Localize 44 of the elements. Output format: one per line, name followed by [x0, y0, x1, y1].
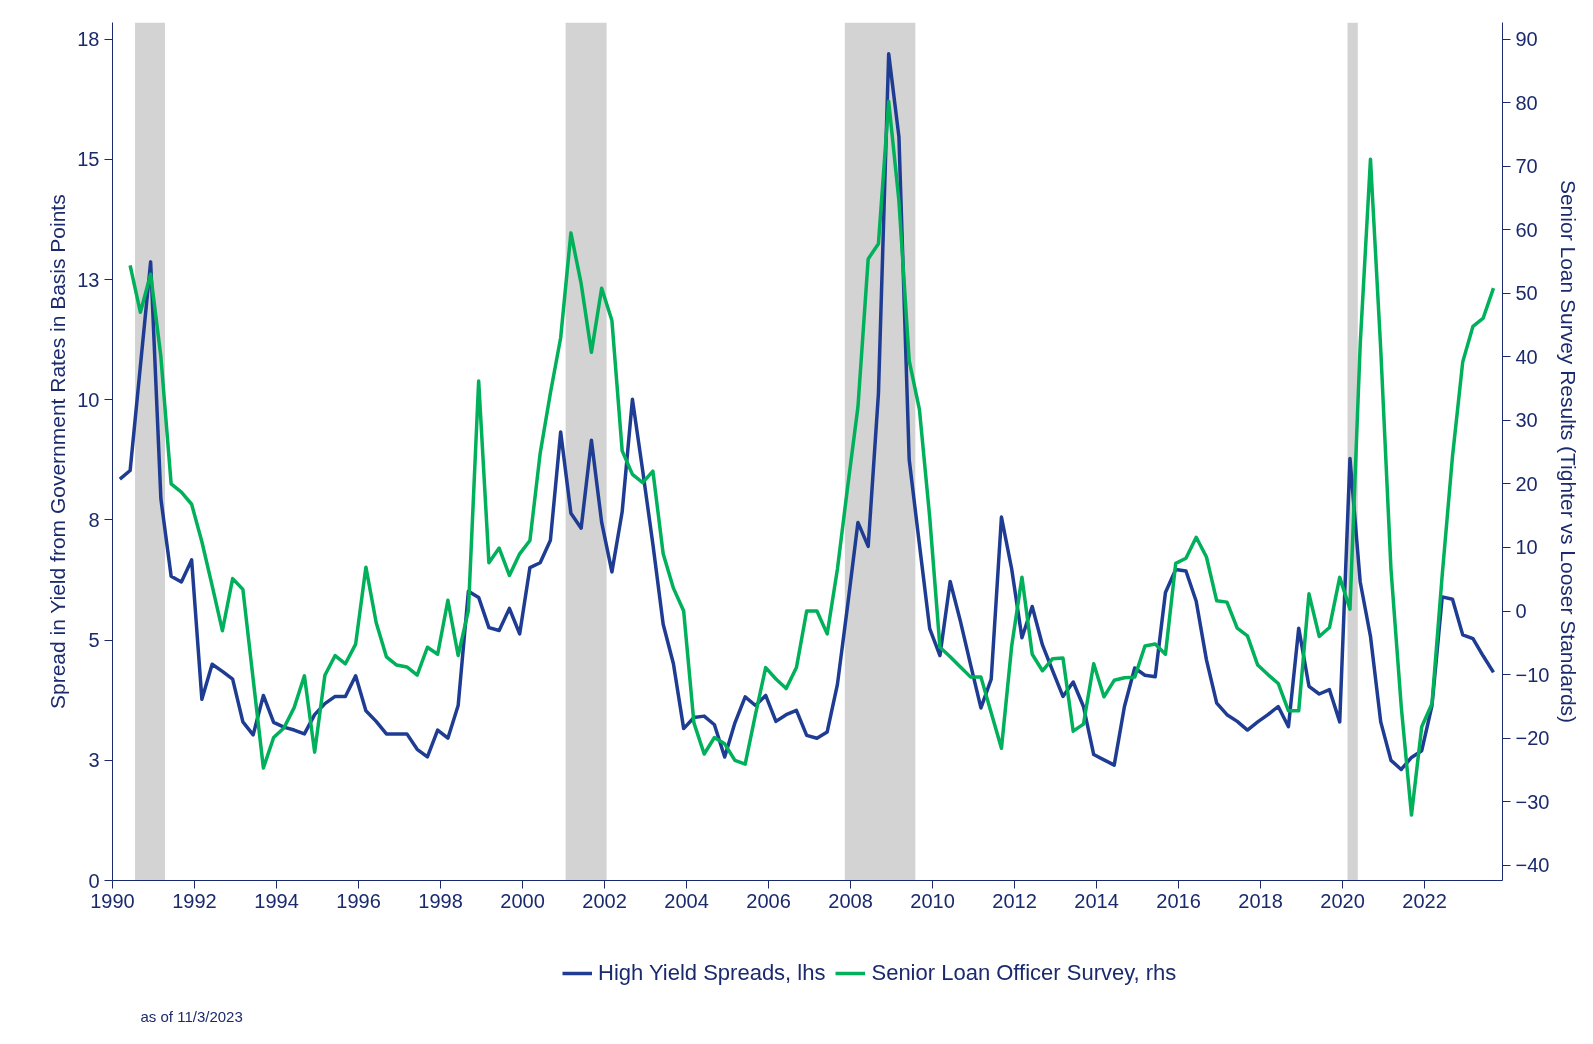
- y2-axis-title: Senior Loan Survey Results (Tighter vs Looser Standards): [1557, 179, 1581, 724]
- y-tick-label: 3: [88, 749, 100, 772]
- y2-tick-label: 60: [1515, 218, 1538, 241]
- y-tick-label: 18: [77, 28, 100, 51]
- x-tick-label: 1996: [336, 889, 381, 912]
- text: as of 11/3/2023: [140, 1007, 243, 1025]
- x-tick-label: 1990: [90, 889, 135, 912]
- y2-tick-label: 50: [1515, 282, 1538, 305]
- x-tick-label: 2022: [1402, 889, 1447, 912]
- x-tick-label: 2020: [1320, 889, 1365, 912]
- x-tick-label: 1994: [254, 889, 299, 912]
- y2-tick-label: 80: [1515, 91, 1538, 114]
- legend-label: Senior Loan Officer Survey, rhs: [871, 960, 1177, 986]
- y-tick-label: 15: [77, 148, 100, 171]
- y-tick-label: 0: [88, 869, 100, 892]
- y2-tick-label: 10: [1515, 536, 1538, 559]
- x-tick-label: 2004: [664, 889, 709, 912]
- y2-tick-label: 30: [1515, 409, 1538, 432]
- x-tick-label: 2000: [500, 889, 545, 912]
- x-tick-label: 2002: [582, 889, 627, 912]
- y2-tick-label: 0: [1515, 600, 1527, 623]
- x-tick-label: 2018: [1238, 889, 1283, 912]
- x-tick-label: 2006: [746, 889, 791, 912]
- x-tick-label: 1992: [172, 889, 217, 912]
- y-tick-label: 13: [77, 268, 100, 291]
- y2-tick-label: 40: [1515, 345, 1538, 368]
- x-tick-label: 2016: [1156, 889, 1201, 912]
- y2-tick-label: −10: [1515, 663, 1550, 686]
- x-tick-label: 2010: [910, 889, 955, 912]
- y-tick-label: 5: [88, 629, 100, 652]
- y2-tick-label: −30: [1515, 790, 1550, 813]
- y-tick-label: 10: [77, 388, 100, 411]
- y2-tick-label: 20: [1515, 472, 1538, 495]
- y2-tick-label: 70: [1515, 155, 1538, 178]
- legend-label: High Yield Spreads, lhs: [598, 960, 826, 986]
- y2-tick-label: −40: [1515, 854, 1550, 877]
- x-tick-label: 2012: [992, 889, 1037, 912]
- x-tick-label: 2014: [1074, 889, 1119, 912]
- y2-tick-label: −20: [1515, 727, 1550, 750]
- x-tick-label: 1998: [418, 889, 463, 912]
- y-axis-title: Spread in Yield from Government Rates in Basis Points: [46, 194, 70, 710]
- x-tick-label: 2008: [828, 889, 873, 912]
- y-tick-label: 8: [88, 509, 100, 531]
- y2-tick-label: 90: [1515, 28, 1538, 51]
